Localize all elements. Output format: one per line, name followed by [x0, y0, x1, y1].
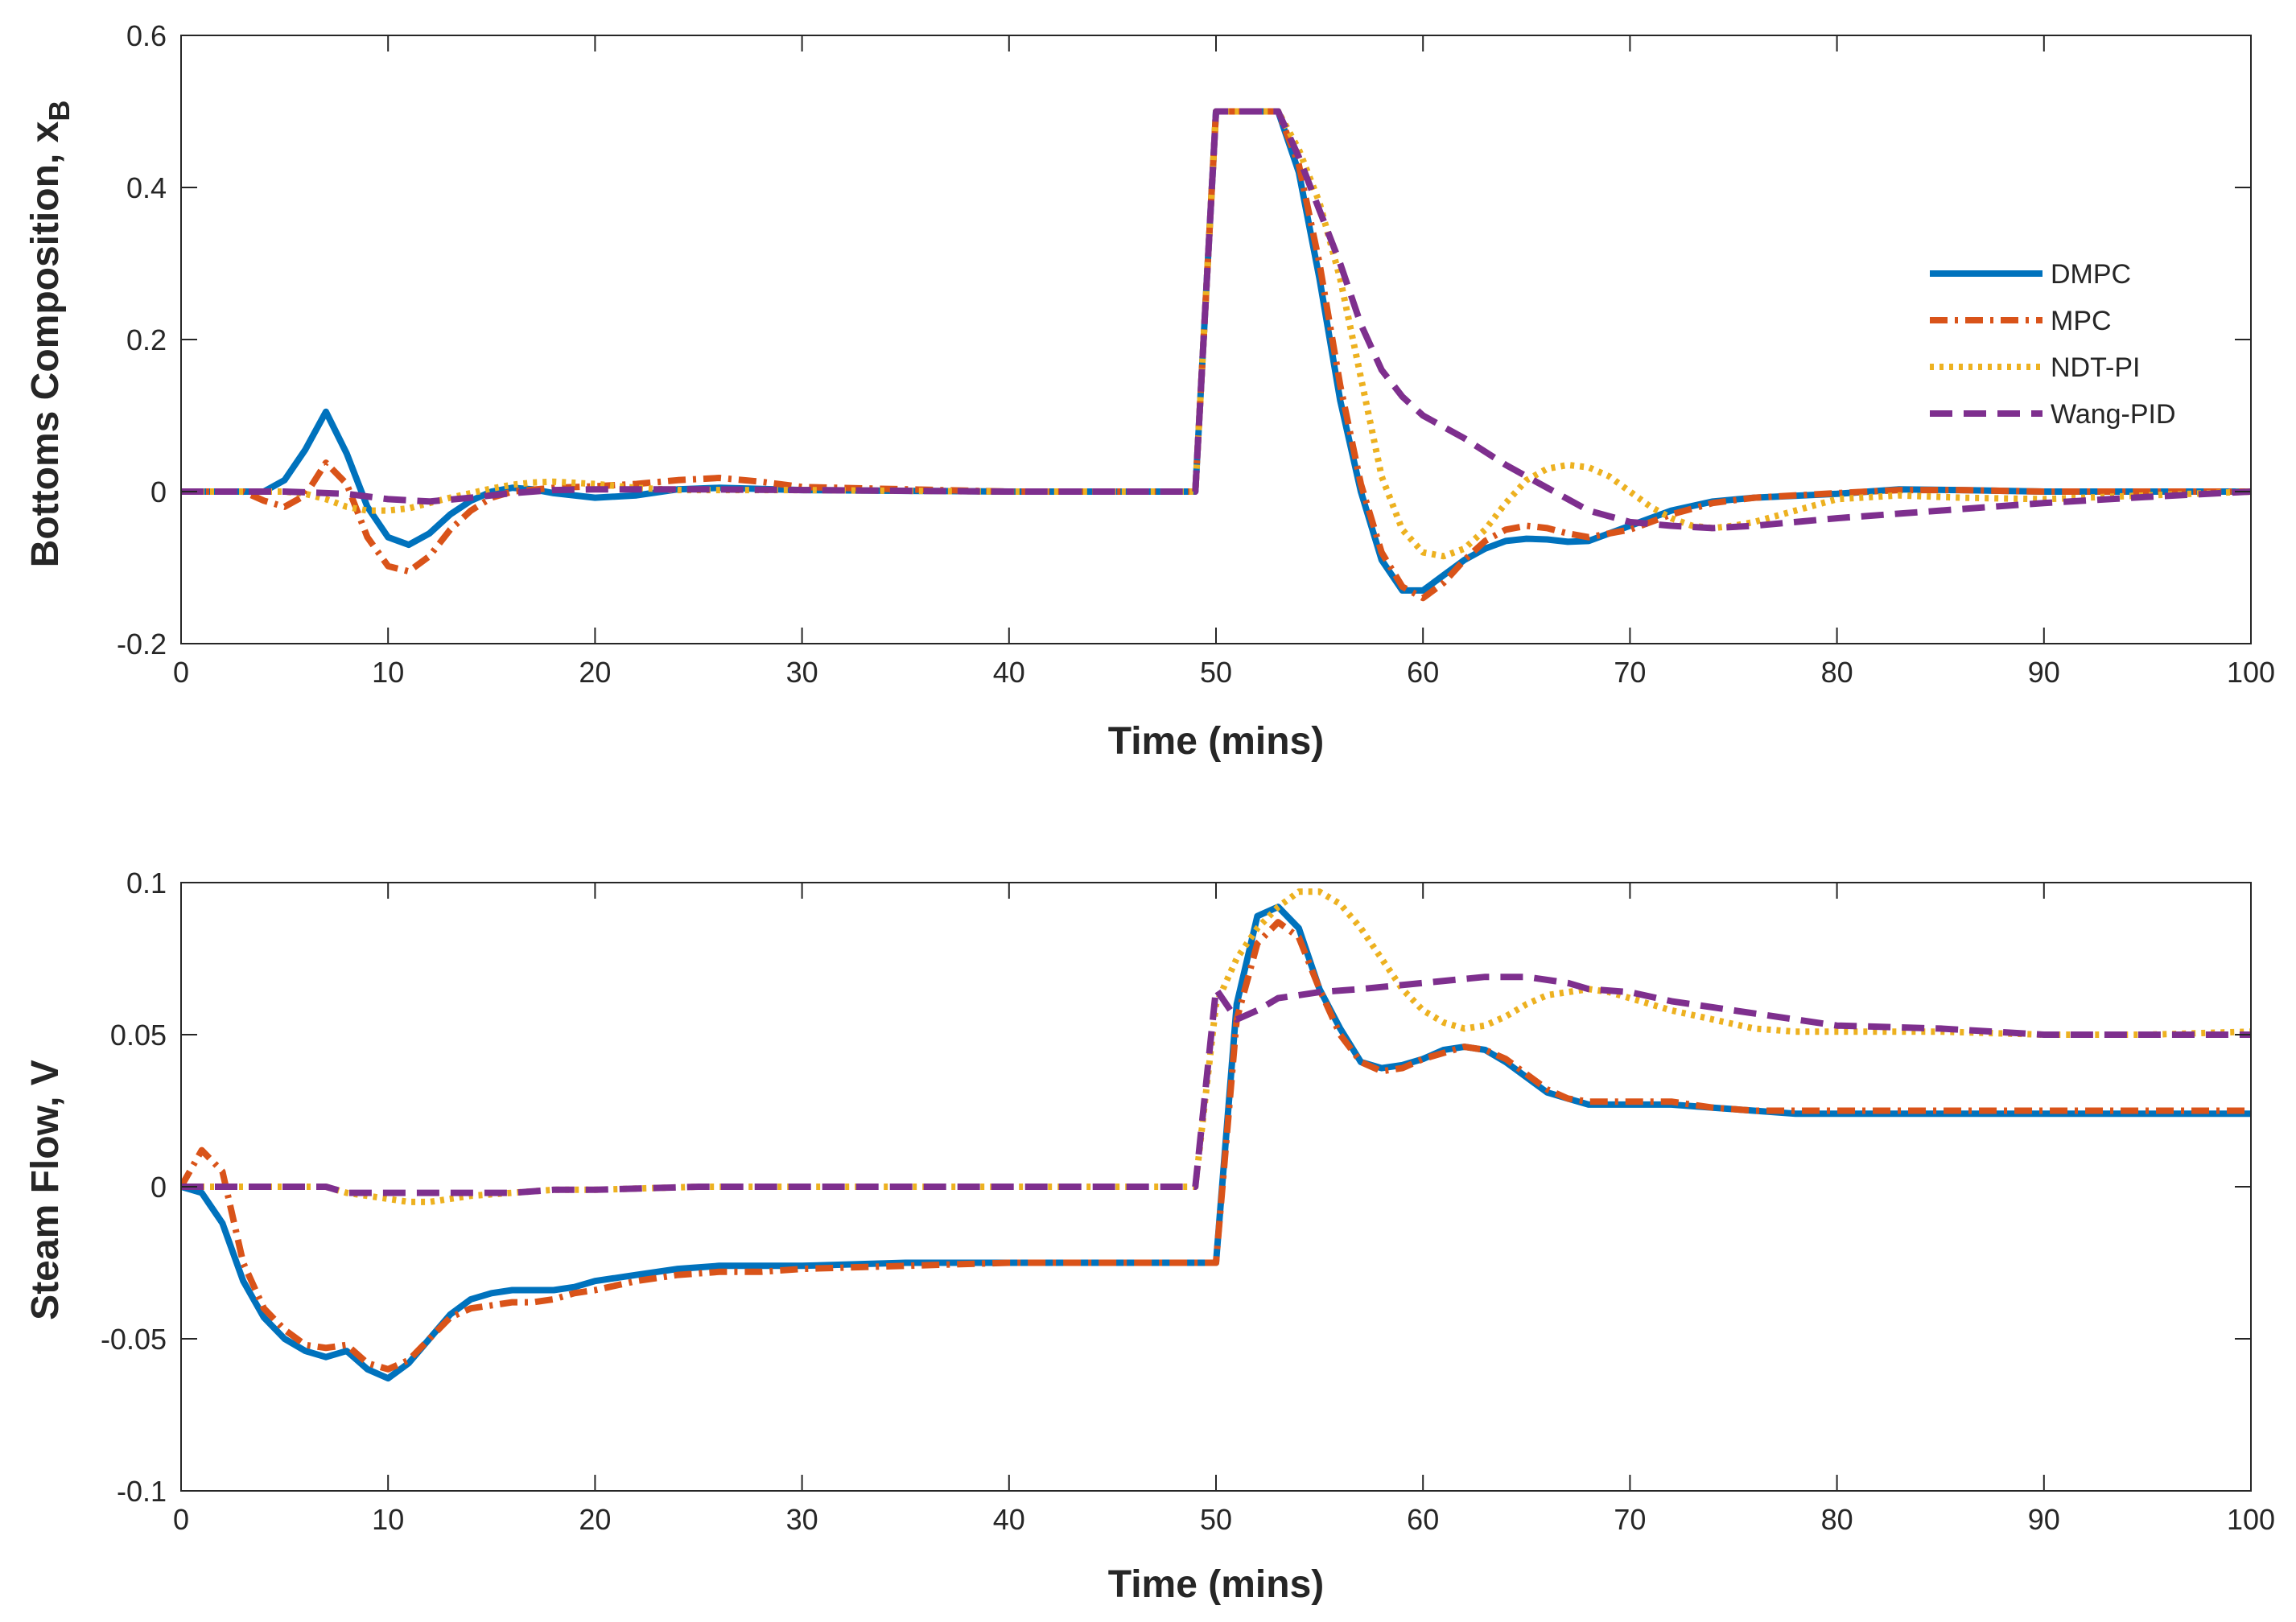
- bottom-y-axis-label: Steam Flow, V: [24, 1060, 67, 1320]
- top-plot: 0 10 20 30 40 50 60 70 80 90 100-0.200.20.40.6 Tim…: [24, 19, 2275, 763]
- bottom-y-tick-label: -0.1: [117, 1475, 167, 1508]
- top-y-axis-label-main: Bottoms Composition, x: [24, 121, 67, 567]
- top-plot-lines: [181, 108, 2251, 602]
- legend: DMPC MPC NDT-PI Wang-PID: [1930, 259, 2176, 430]
- top-x-tick-label: 10: [372, 656, 404, 689]
- legend-label-mpc: MPC: [2051, 306, 2112, 336]
- bottom-x-tick-label: 20: [579, 1503, 611, 1536]
- legend-label-ndt-pi: NDT-PI: [2051, 352, 2140, 383]
- bottom-plot: 0 10 20 30 40 50 60 70 80 90 100-0.1-0.0500.050.1 …: [24, 867, 2275, 1606]
- top-x-tick-label: 20: [579, 656, 611, 689]
- legend-label-dmpc: DMPC: [2051, 259, 2131, 290]
- bottom-x-tick-label: 60: [1407, 1503, 1439, 1536]
- top-y-tick-label: 0: [150, 475, 167, 508]
- top-y-tick-label: 0.6: [126, 19, 167, 52]
- top-x-tick-label: 100: [2227, 656, 2275, 689]
- bottom-series-ndt-pi: [181, 888, 2251, 1205]
- top-x-tick-label: 60: [1407, 656, 1439, 689]
- top-y-axis-label-subscript: B: [43, 101, 76, 121]
- top-x-tick-label: 40: [993, 656, 1025, 689]
- top-x-axis-label: Time (mins): [1108, 720, 1325, 763]
- top-y-tick-label: 0.2: [126, 323, 167, 356]
- legend-label-wang-pid: Wang-PID: [2051, 399, 2176, 430]
- bottom-series-wang-pid: [181, 974, 2251, 1196]
- top-x-tick-label: 50: [1200, 656, 1232, 689]
- top-x-tick-label: 70: [1614, 656, 1646, 689]
- bottom-y-tick-label: 0: [150, 1171, 167, 1204]
- bottom-x-tick-label: 0: [173, 1503, 189, 1536]
- bottom-x-tick-label: 30: [786, 1503, 818, 1536]
- top-y-tick-label: -0.2: [117, 628, 167, 661]
- bottom-plot-lines: [181, 888, 2251, 1382]
- bottom-series-mpc: [181, 919, 2251, 1373]
- bottom-y-tick-label: -0.05: [101, 1323, 167, 1356]
- bottom-x-axis-label: Time (mins): [1108, 1563, 1325, 1606]
- bottom-x-tick-label: 40: [993, 1503, 1025, 1536]
- bottom-x-tick-label: 50: [1200, 1503, 1232, 1536]
- bottom-plot-ticks: 0 10 20 30 40 50 60 70 80 90 100 -0.1 -0.05 0 0.05 0.1: [101, 867, 2275, 1536]
- bottom-y-tick-label: 0.1: [126, 867, 167, 900]
- top-x-tick-label: 0: [173, 656, 189, 689]
- bottom-x-tick-label: 100: [2227, 1503, 2275, 1536]
- bottom-x-tick-label: 70: [1614, 1503, 1646, 1536]
- top-y-axis-label: Bottoms Composition, xB: [24, 101, 76, 568]
- top-series-wang-pid: [181, 108, 2251, 532]
- top-x-tick-label: 80: [1821, 656, 1853, 689]
- bottom-x-tick-label: 10: [372, 1503, 404, 1536]
- top-x-tick-label: 30: [786, 656, 818, 689]
- top-plot-ticks: 0 10 20 30 40 50 60 70 80 90 100-0.200.20.40.6: [117, 19, 2275, 689]
- top-x-tick-label: 90: [2028, 656, 2060, 689]
- top-y-tick-label: 0.4: [126, 171, 167, 204]
- top-series-ndt-pi: [181, 108, 2251, 560]
- bottom-y-tick-label: 0.05: [110, 1019, 167, 1052]
- bottom-x-tick-label: 90: [2028, 1503, 2060, 1536]
- bottom-x-tick-label: 80: [1821, 1503, 1853, 1536]
